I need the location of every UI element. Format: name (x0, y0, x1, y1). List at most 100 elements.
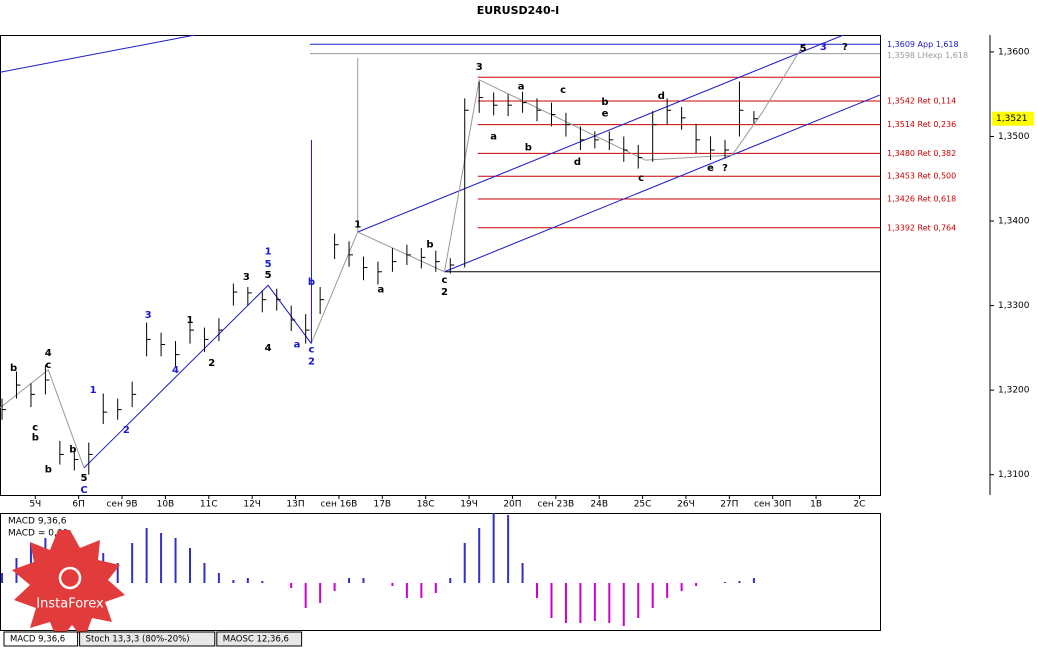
tab[interactable] (3, 631, 79, 647)
y-tick-label: 1,3100 (998, 470, 1030, 480)
level-label: 1,3609 App 1,618 (887, 40, 959, 49)
trend-line (444, 94, 880, 273)
wave-label: 1 (265, 246, 272, 257)
level-label: 1,3542 Ret 0,114 (887, 96, 956, 105)
x-tick-label: 1В (810, 500, 822, 510)
wave-label: a (294, 339, 301, 350)
x-tick-label: 10В (157, 500, 175, 510)
x-tick-label: 5Ч (29, 500, 41, 510)
macd-title: MACD 9,36,6 (8, 517, 67, 527)
level-label: 1,3598 LHexp 1,618 (887, 51, 968, 60)
logo-text: InstaForex (36, 597, 104, 612)
wave-label: 5 (265, 259, 272, 270)
wave-label: a (490, 131, 497, 142)
level-label: 1,3453 Ret 0,500 (887, 172, 956, 181)
wave-label: 2 (308, 356, 315, 367)
wave-label: 1 (354, 219, 361, 230)
wave-label: c (638, 173, 644, 184)
wave-label: 3 (476, 62, 483, 73)
y-tick-label: 1,3200 (998, 386, 1030, 396)
x-tick-label: 11С (200, 500, 218, 510)
wave-label: a (518, 82, 525, 93)
wave-label: e (602, 109, 609, 120)
tab-label[interactable]: MAOSC 12,36,6 (223, 635, 289, 645)
x-tick-label: 12Ч (243, 500, 261, 510)
wave-label: b (32, 433, 39, 444)
wave-label: ? (842, 42, 848, 53)
last-price-box (992, 111, 1034, 126)
x-tick-label: 26Ч (677, 500, 695, 510)
x-tick-label: 2С (853, 500, 865, 510)
wave-label: b (426, 240, 433, 251)
wave-label: e (707, 163, 714, 174)
wave-label: c (560, 85, 566, 96)
wave-label: 4 (45, 348, 52, 359)
y-tick-label: 1,3300 (998, 301, 1030, 311)
tab-label[interactable]: MACD 9,36,6 (10, 635, 65, 645)
x-tick-label: сен 9В (106, 500, 137, 510)
wave-label: 3 (145, 310, 152, 321)
y-tick-label: 1,3500 (998, 132, 1030, 142)
level-label: 1,3480 Ret 0,382 (887, 149, 956, 158)
level-label: 1,3426 Ret 0,618 (887, 195, 956, 204)
wave-label: 2 (123, 425, 130, 436)
wave-label: 2 (208, 358, 215, 369)
wave-label: c (308, 345, 314, 356)
macd-subtitle: MACD = 0,00 (8, 529, 69, 539)
wave-label: b (308, 277, 315, 288)
x-tick-label: сен 30П (754, 500, 791, 510)
wave-label: 5 (265, 270, 272, 281)
x-tick-label: 19Ч (460, 500, 478, 510)
tab[interactable] (216, 631, 303, 647)
x-tick-label: 6П (72, 500, 85, 510)
wave-label: a (377, 285, 384, 296)
wave-label: 5 (800, 44, 807, 55)
wave-label: b (69, 444, 76, 455)
wave-label: c (45, 360, 51, 371)
logo-icon (58, 566, 82, 590)
last-price-label: 1,3521 (996, 114, 1028, 124)
main-plot (0, 35, 880, 475)
x-tick-label: 20П (503, 500, 521, 510)
x-tick-label: 24В (590, 500, 608, 510)
wave-label: c (32, 422, 38, 433)
x-tick-label: сен 16В (320, 500, 357, 510)
level-label: 1,3514 Ret 0,236 (887, 120, 956, 129)
x-tick-label: сен 23В (537, 500, 574, 510)
wave-label: 4 (265, 343, 272, 354)
wave-label: b (525, 142, 532, 153)
x-tick-label: 18С (417, 500, 435, 510)
wave-label: 5 (81, 473, 88, 484)
wave-label: 3 (243, 272, 250, 283)
wave-label: 2 (441, 287, 448, 298)
main-plot-frame (0, 35, 881, 496)
wave-label: ? (722, 163, 728, 174)
wave-label: b (10, 363, 17, 374)
wave-label: d (658, 91, 665, 102)
x-tick-label: 25С (634, 500, 652, 510)
indicator-tabs: MACD 9,36,6 Stoch 13,3,3 (80%-20%) MAOSC 1… (3, 631, 303, 647)
y-tick-label: 1,3600 (998, 47, 1030, 57)
tab-label[interactable]: Stoch 13,3,3 (80%-20%) (86, 635, 190, 645)
x-tick-label: 17В (373, 500, 391, 510)
chart-title: EURUSD240-I (477, 4, 560, 17)
y-tick-label: 1,3400 (998, 217, 1030, 227)
wave-label: b (601, 97, 608, 108)
trend-line (83, 284, 312, 469)
wave-label: 3 (820, 42, 827, 53)
logo-badge (12, 530, 125, 642)
tab[interactable] (79, 631, 216, 647)
wave-label: C (80, 485, 87, 496)
macd-frame (0, 513, 881, 631)
wave-label: 1 (90, 385, 97, 396)
x-tick-label: 13П (286, 500, 304, 510)
x-tick-label: 27П (720, 500, 738, 510)
wave-label: b (45, 465, 52, 476)
wave-label: c (442, 275, 448, 286)
wave-label: 1 (187, 315, 194, 326)
logo: InstaForex (12, 530, 125, 642)
trend-line (357, 35, 844, 233)
